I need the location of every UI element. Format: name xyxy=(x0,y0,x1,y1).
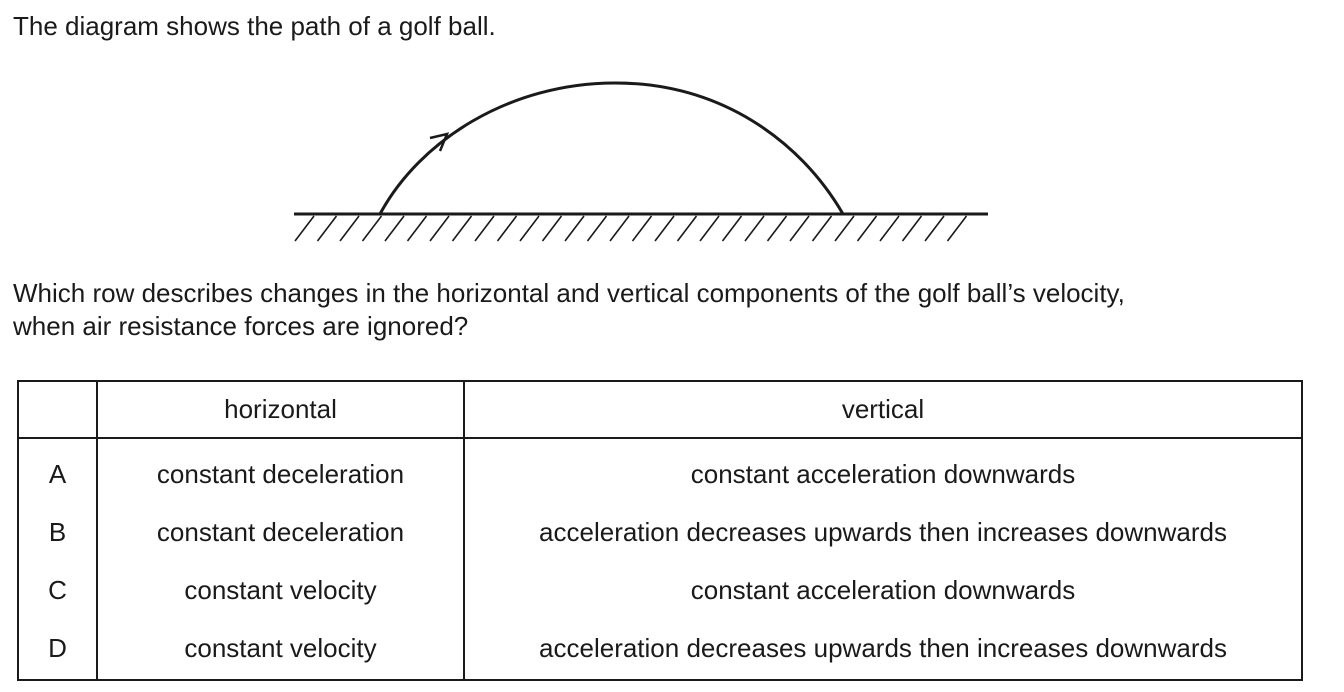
row-horizontal: constant velocity xyxy=(97,561,465,619)
row-vertical: acceleration decreases upwards then incr… xyxy=(539,632,1227,663)
hatch-mark xyxy=(406,215,428,242)
table-row-b[interactable]: B constant deceleration acceleration dec… xyxy=(18,503,1302,561)
table-row-a[interactable]: A constant deceleration constant acceler… xyxy=(18,438,1302,503)
hatch-mark xyxy=(541,215,563,242)
hatch-mark xyxy=(609,215,630,242)
hatch-mark xyxy=(631,215,653,242)
question-line-2: when air resistance forces are ignored? xyxy=(13,311,469,341)
hatch-mark xyxy=(879,215,900,242)
hatch-mark xyxy=(496,215,518,242)
hatch-mark xyxy=(924,215,945,242)
hatch-mark xyxy=(564,215,585,242)
ground-hatching xyxy=(294,215,968,242)
row-vertical: constant acceleration downwards xyxy=(690,458,1076,489)
row-vertical: acceleration decreases upwards then incr… xyxy=(539,516,1227,547)
hatch-mark xyxy=(789,215,810,242)
hatch-mark xyxy=(339,215,360,242)
hatch-mark xyxy=(721,215,743,242)
trajectory-arc xyxy=(378,81,845,215)
row-horizontal: constant velocity xyxy=(97,619,465,680)
header-key xyxy=(18,381,98,439)
row-key: D xyxy=(18,619,98,680)
hatch-mark xyxy=(676,215,698,242)
hatch-mark xyxy=(699,215,720,242)
direction-arrow-icon xyxy=(429,132,450,152)
hatch-mark xyxy=(519,215,540,242)
hatch-mark xyxy=(834,215,855,242)
hatch-mark xyxy=(901,215,923,242)
row-vertical: constant acceleration downwards xyxy=(690,574,1076,605)
row-key: C xyxy=(18,561,98,619)
answer-table: horizontal vertical A constant decelerat… xyxy=(17,380,1303,681)
hatch-mark xyxy=(856,215,878,242)
hatch-mark xyxy=(654,215,675,242)
row-key: A xyxy=(18,438,98,503)
hatch-mark xyxy=(766,215,788,242)
table-row-d[interactable]: D constant velocity acceleration decreas… xyxy=(18,619,1302,680)
hatch-mark xyxy=(316,215,338,242)
golf-ball-path-diagram xyxy=(294,81,988,242)
hatch-mark xyxy=(429,215,450,242)
table-row-c[interactable]: C constant velocity constant acceleratio… xyxy=(18,561,1302,619)
hatch-mark xyxy=(294,215,315,242)
table-header-row: horizontal vertical xyxy=(18,381,1302,439)
header-horizontal: horizontal xyxy=(97,381,465,439)
hatch-mark xyxy=(811,215,833,242)
row-key: B xyxy=(18,503,98,561)
hatch-mark xyxy=(744,215,765,242)
header-vertical: vertical xyxy=(464,381,1302,439)
hatch-mark xyxy=(586,215,608,242)
hatch-mark xyxy=(946,215,968,242)
question-line-1: Which row describes changes in the horiz… xyxy=(13,278,1125,308)
hatch-mark xyxy=(384,215,405,242)
hatch-mark xyxy=(361,215,383,242)
row-horizontal: constant deceleration xyxy=(97,438,465,503)
intro-text: The diagram shows the path of a golf bal… xyxy=(13,11,496,41)
hatch-mark xyxy=(474,215,495,242)
hatch-mark xyxy=(451,215,473,242)
row-horizontal: constant deceleration xyxy=(97,503,465,561)
question-text: Which row describes changes in the horiz… xyxy=(13,277,1125,343)
